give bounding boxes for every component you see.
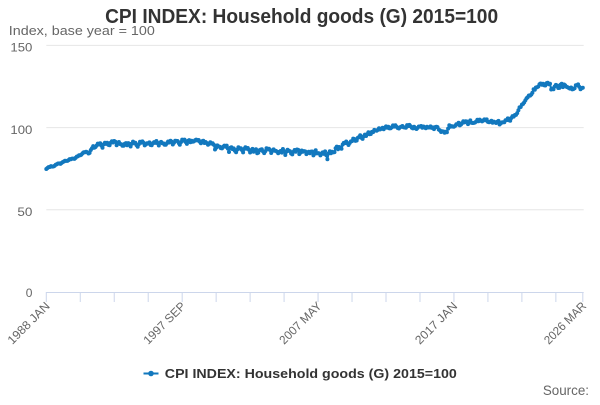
svg-text:150: 150 (10, 41, 32, 55)
svg-text:100: 100 (10, 123, 32, 137)
svg-text:0: 0 (26, 286, 33, 300)
svg-text:Index, base year = 100: Index, base year = 100 (9, 24, 155, 38)
svg-text:CPI INDEX: Household goods (G): CPI INDEX: Household goods (G) 2015=100 (105, 6, 498, 28)
svg-text:Source:: Source: (543, 383, 589, 398)
svg-text:CPI INDEX: Household goods (G): CPI INDEX: Household goods (G) 2015=100 (165, 366, 457, 381)
svg-text:50: 50 (17, 205, 32, 219)
